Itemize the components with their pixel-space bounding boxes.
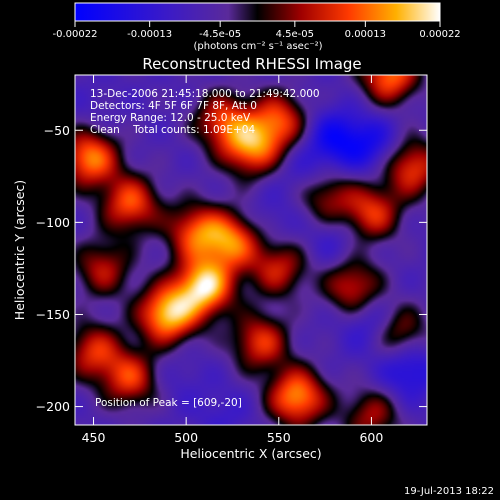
y-axis-label: Heliocentric Y (arcsec): [12, 180, 27, 320]
colorbar-tick-label: 0.00013: [345, 29, 386, 40]
colorbar-unit-label: (photons cm⁻² s⁻¹ asec⁻²): [193, 41, 322, 52]
chart-title: Reconstructed RHESSI Image: [142, 55, 361, 73]
footer-timestamp: 19-Jul-2013 18:22: [404, 486, 494, 497]
colorbar-tick-label: 4.5e-05: [276, 29, 314, 40]
y-tick-label: −200: [36, 399, 70, 414]
y-tick-label: −150: [36, 307, 70, 322]
colorbar-tick-label: 0.00022: [419, 29, 460, 40]
x-tick-label: 500: [174, 430, 198, 445]
colorbar-tick-label: -0.00022: [53, 29, 98, 40]
y-tick-label: −100: [36, 215, 70, 230]
plot-frame: [74, 74, 428, 426]
colorbar-tick-label: -0.00013: [127, 29, 172, 40]
y-tick-label: −50: [44, 123, 70, 138]
annotation-energy-range: Energy Range: 12.0 - 25.0 keV: [90, 112, 251, 124]
x-tick-label: 600: [359, 430, 383, 445]
annotation-clean-counts: Clean Total counts: 1.09E+04: [90, 124, 255, 136]
annotation-block: 13-Dec-2006 21:45:18.000 to 21:49:42.000…: [90, 88, 320, 136]
x-tick-label: 550: [267, 430, 291, 445]
colorbar-gradient: [74, 2, 441, 22]
peak-position-label: Position of Peak = [609,-20]: [95, 397, 242, 409]
heatmap-image: [75, 75, 427, 425]
annotation-detectors: Detectors: 4F 5F 6F 7F 8F, Att 0: [90, 100, 257, 112]
colorbar-tick-label: -4.5e-05: [199, 29, 241, 40]
x-tick-label: 450: [82, 430, 106, 445]
colorbar: -0.00022 -0.00013 -4.5e-05 4.5e-05 0.00013 0.…: [53, 2, 461, 52]
x-axis-label: Heliocentric X (arcsec): [180, 446, 321, 461]
annotation-time-range: 13-Dec-2006 21:45:18.000 to 21:49:42.000: [90, 88, 320, 100]
